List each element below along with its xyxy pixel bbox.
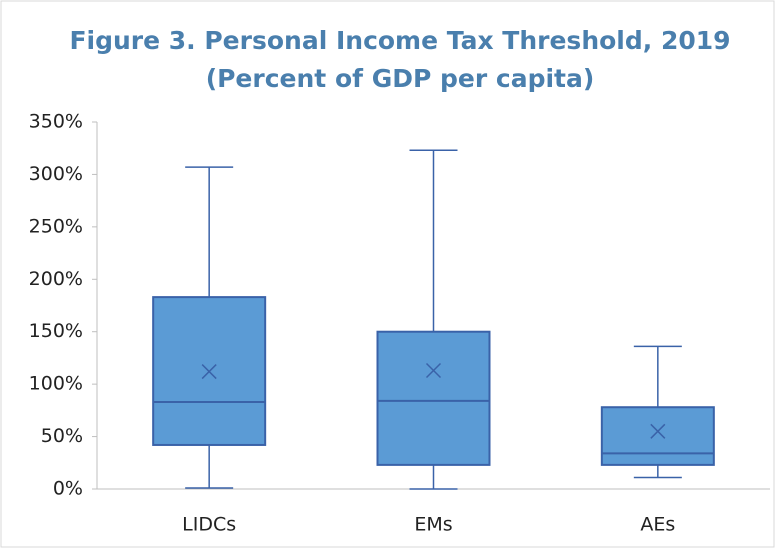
- chart-title: Figure 3. Personal Income Tax Threshold,…: [69, 26, 730, 55]
- chart-subtitle: (Percent of GDP per capita): [206, 64, 595, 93]
- y-tick-label: 0%: [53, 478, 83, 500]
- mean-marker: [201, 364, 217, 380]
- y-tick-label: 200%: [29, 268, 83, 290]
- x-tick-label: AEs: [640, 514, 675, 536]
- y-tick-label: 300%: [29, 163, 83, 185]
- x-tick-label: EMs: [414, 514, 452, 536]
- y-tick-label: 50%: [41, 425, 83, 447]
- box: [600, 406, 715, 466]
- mean-marker: [425, 362, 442, 379]
- x-tick-label: LIDCs: [182, 514, 236, 536]
- y-tick-label: 350%: [29, 111, 83, 133]
- y-tick-label: 100%: [29, 373, 83, 395]
- y-tick-label: 150%: [29, 320, 83, 342]
- y-tick-label: 250%: [29, 215, 83, 237]
- mean-marker: [650, 423, 666, 439]
- box: [376, 330, 491, 466]
